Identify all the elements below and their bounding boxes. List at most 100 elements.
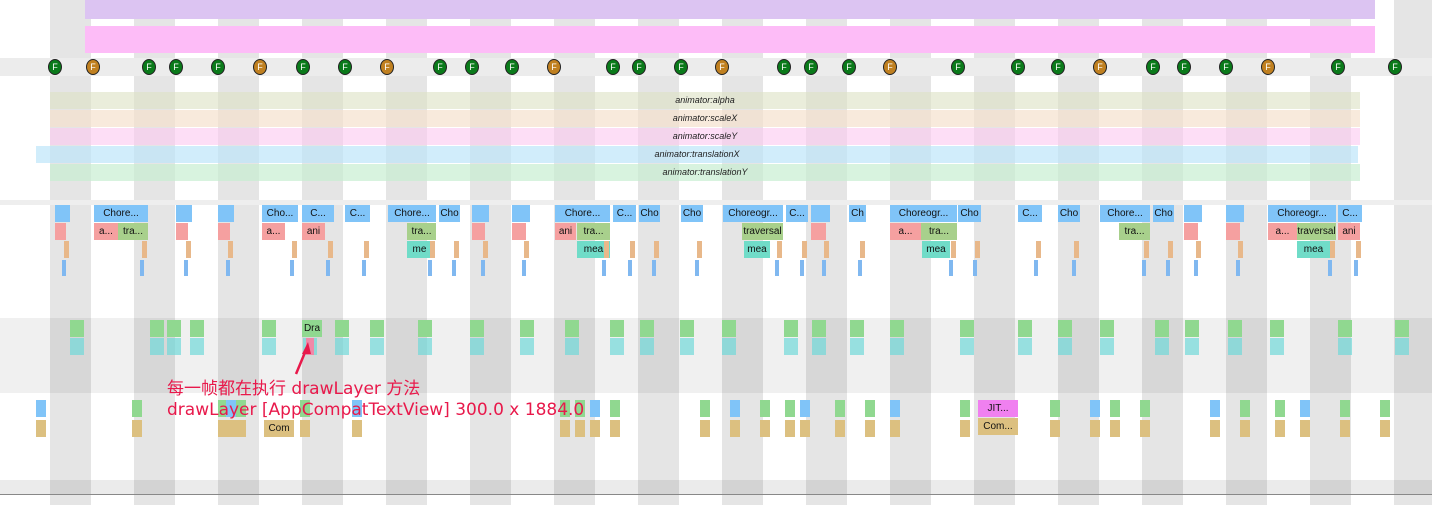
worker-subslice[interactable]: [560, 420, 570, 437]
animation-slice[interactable]: [811, 223, 826, 240]
animation-slice[interactable]: [1184, 223, 1198, 240]
worker-slice[interactable]: [560, 400, 570, 417]
render-slice[interactable]: [784, 320, 798, 337]
animation-slice[interactable]: [1226, 223, 1240, 240]
worker-subslice[interactable]: [1140, 420, 1150, 437]
draw-slice[interactable]: [858, 260, 862, 276]
draw-slice[interactable]: [1328, 260, 1332, 276]
render-slice[interactable]: [1270, 320, 1284, 337]
draw-slice[interactable]: [822, 260, 826, 276]
frame-marker-janky[interactable]: F: [253, 59, 267, 75]
traversal-slice[interactable]: tra...: [1119, 223, 1150, 240]
worker-subslice[interactable]: [300, 420, 310, 437]
render-slice[interactable]: [150, 320, 164, 337]
render-subslice[interactable]: [1155, 338, 1169, 355]
frame-marker-janky[interactable]: F: [883, 59, 897, 75]
choreographer-slice[interactable]: C...: [786, 205, 808, 222]
frame-marker-janky[interactable]: F: [1093, 59, 1107, 75]
input-slice[interactable]: [483, 241, 488, 258]
jit-slice[interactable]: JIT...: [978, 400, 1018, 417]
worker-slice[interactable]: [1140, 400, 1150, 417]
render-subslice[interactable]: [470, 338, 484, 355]
frame-marker-good[interactable]: F: [1051, 59, 1065, 75]
animation-slice[interactable]: [472, 223, 485, 240]
render-subslice[interactable]: [1100, 338, 1114, 355]
worker-subslice[interactable]: [1275, 420, 1285, 437]
worker-slice[interactable]: [36, 400, 46, 417]
draw-slice[interactable]: [1166, 260, 1170, 276]
worker-slice[interactable]: [218, 400, 228, 417]
animation-slice[interactable]: a...: [94, 223, 118, 240]
render-subslice[interactable]: [722, 338, 736, 355]
frame-marker-good[interactable]: F: [674, 59, 688, 75]
render-slice[interactable]: [1395, 320, 1409, 337]
worker-subslice[interactable]: [960, 420, 970, 437]
animator-scalex[interactable]: animator:scaleX: [50, 110, 1360, 127]
worker-slice[interactable]: [132, 400, 142, 417]
compile-slice[interactable]: Com: [264, 420, 294, 437]
choreographer-slice[interactable]: Cho: [1058, 205, 1080, 222]
input-slice[interactable]: [1144, 241, 1149, 258]
worker-subslice[interactable]: [1240, 420, 1250, 437]
worker-slice[interactable]: [730, 400, 740, 417]
choreographer-slice[interactable]: Choreogr...: [1268, 205, 1336, 222]
animation-slice[interactable]: [55, 223, 66, 240]
frame-marker-janky[interactable]: F: [86, 59, 100, 75]
render-slice[interactable]: [335, 320, 349, 337]
input-slice[interactable]: [430, 241, 435, 258]
render-slice[interactable]: [70, 320, 84, 337]
draw-slice[interactable]: [949, 260, 953, 276]
frame-marker-good[interactable]: F: [1331, 59, 1345, 75]
draw-slice[interactable]: [62, 260, 66, 276]
frame-marker-good[interactable]: F: [1219, 59, 1233, 75]
draw-slice[interactable]: [1354, 260, 1358, 276]
worker-subslice[interactable]: [575, 420, 585, 437]
render-subslice[interactable]: [190, 338, 204, 355]
render-slice[interactable]: [680, 320, 694, 337]
frame-marker-good[interactable]: F: [48, 59, 62, 75]
render-subslice[interactable]: [1395, 338, 1409, 355]
choreographer-slice[interactable]: Cho: [439, 205, 460, 222]
worker-slice[interactable]: [700, 400, 710, 417]
worker-subslice[interactable]: [36, 420, 46, 437]
worker-slice[interactable]: [226, 400, 236, 417]
render-subslice[interactable]: [70, 338, 84, 355]
animation-slice[interactable]: [512, 223, 526, 240]
input-slice[interactable]: [777, 241, 782, 258]
input-slice[interactable]: [802, 241, 807, 258]
animator-scaley[interactable]: animator:scaleY: [50, 128, 1360, 145]
frame-marker-good[interactable]: F: [1146, 59, 1160, 75]
worker-subslice[interactable]: [1090, 420, 1100, 437]
render-subslice[interactable]: [520, 338, 534, 355]
choreographer-slice[interactable]: Chore...: [555, 205, 610, 222]
animation-slice[interactable]: [218, 223, 230, 240]
traversal-slice[interactable]: tra...: [577, 223, 610, 240]
worker-subslice[interactable]: [218, 420, 228, 437]
render-slice[interactable]: [1058, 320, 1072, 337]
frame-marker-good[interactable]: F: [505, 59, 519, 75]
render-slice[interactable]: [1018, 320, 1032, 337]
worker-subslice[interactable]: [700, 420, 710, 437]
measure-slice[interactable]: mea: [744, 241, 770, 258]
draw-slice[interactable]: [452, 260, 456, 276]
animation-slice[interactable]: ani: [555, 223, 576, 240]
worker-slice[interactable]: [590, 400, 600, 417]
choreographer-slice[interactable]: Cho: [639, 205, 660, 222]
render-slice[interactable]: [1100, 320, 1114, 337]
render-slice[interactable]: [262, 320, 276, 337]
render-subslice[interactable]: [640, 338, 654, 355]
worker-subslice[interactable]: [800, 420, 810, 437]
draw-slice[interactable]: [652, 260, 656, 276]
frame-marker-good[interactable]: F: [169, 59, 183, 75]
render-subslice[interactable]: [150, 338, 164, 355]
worker-slice[interactable]: [785, 400, 795, 417]
worker-subslice[interactable]: [226, 420, 236, 437]
worker-slice[interactable]: [352, 400, 362, 417]
draw-slice[interactable]: [522, 260, 526, 276]
choreographer-slice[interactable]: Cho: [958, 205, 981, 222]
render-subslice[interactable]: [1270, 338, 1284, 355]
draw-slice[interactable]: [628, 260, 632, 276]
worker-slice[interactable]: [890, 400, 900, 417]
render-slice[interactable]: [1155, 320, 1169, 337]
worker-slice[interactable]: [610, 400, 620, 417]
